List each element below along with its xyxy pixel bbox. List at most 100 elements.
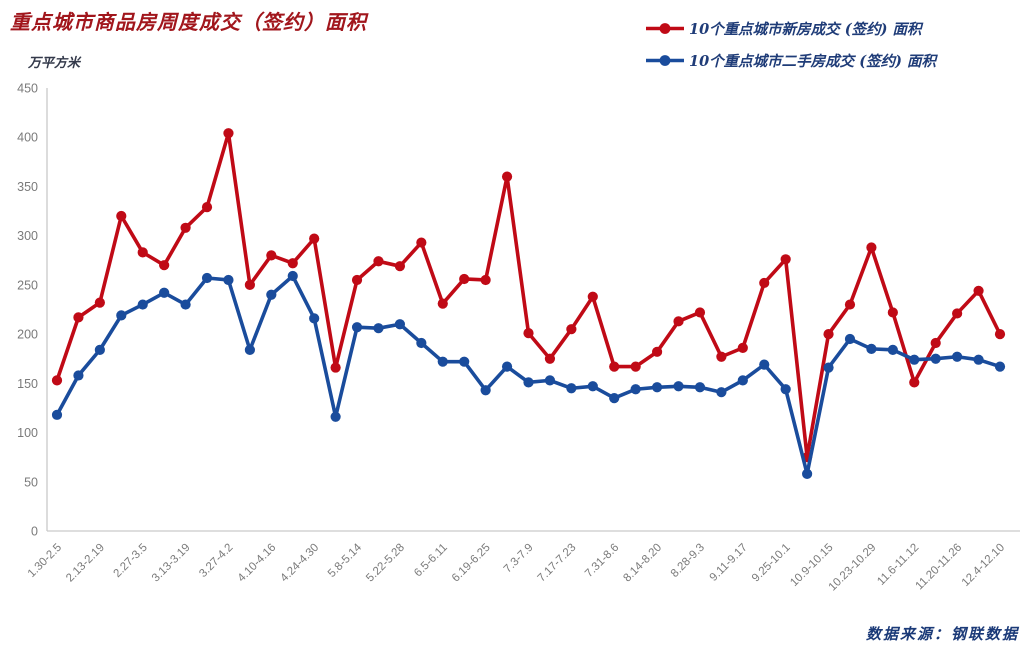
data-point-new-homes (866, 242, 877, 253)
data-point-second-hand (287, 270, 298, 282)
chart-title: 重点城市商品房周度成交（签约）面积 (10, 10, 367, 34)
x-axis-tick-label: 11.20-11.26 (914, 542, 965, 593)
data-point-new-homes (480, 274, 491, 286)
data-point-second-hand (544, 375, 556, 386)
data-point-second-hand (694, 382, 706, 393)
data-point-new-homes (437, 298, 448, 309)
y-axis-tick-label: 0 (31, 525, 38, 539)
data-point-new-homes (266, 250, 277, 261)
data-point-second-hand (609, 393, 620, 404)
data-point-new-homes (523, 328, 534, 339)
x-axis-tick-label: 9.25-10.1 (750, 542, 793, 585)
data-point-new-homes (394, 261, 406, 272)
x-axis-tick-label: 3.27-4.2 (197, 542, 235, 580)
data-point-second-hand (737, 375, 748, 386)
data-point-new-homes (780, 254, 791, 265)
data-point-second-hand (480, 385, 491, 396)
data-point-new-homes (630, 361, 641, 372)
data-point-second-hand (866, 343, 877, 354)
data-point-new-homes (94, 297, 105, 308)
x-axis-tick-label: 3.13-3.19 (150, 542, 193, 585)
data-point-second-hand (759, 359, 770, 370)
data-point-new-homes (201, 202, 213, 213)
y-axis-tick-label: 400 (17, 131, 38, 145)
data-point-new-homes (244, 279, 255, 290)
data-point-second-hand (909, 354, 920, 365)
data-point-new-homes (73, 312, 84, 323)
data-point-new-homes (909, 377, 920, 388)
data-point-second-hand (373, 323, 384, 334)
y-axis-tick-label: 200 (17, 328, 38, 342)
data-point-second-hand (651, 382, 663, 393)
x-axis-tick-label: 6.5-6.11 (412, 542, 450, 580)
data-point-second-hand (351, 322, 363, 333)
data-point-second-hand (587, 381, 598, 392)
data-point-new-homes (116, 210, 127, 222)
data-point-new-homes (973, 285, 984, 296)
legend-item-new-homes: 10个重点城市新房成交 (签约) 面积 (645, 18, 936, 39)
legend: 10个重点城市新房成交 (签约) 面积 10个重点城市二手房成交 (签约) 面积 (645, 18, 936, 71)
data-point-new-homes (223, 128, 234, 139)
data-point-new-homes (737, 342, 748, 353)
data-point-new-homes (952, 308, 963, 319)
data-point-second-hand (844, 333, 856, 345)
y-axis-tick-label: 300 (17, 229, 38, 243)
data-point-new-homes (459, 273, 470, 285)
data-point-second-hand (887, 344, 898, 355)
x-axis-tick-label: 7.31-8.6 (583, 542, 621, 580)
data-point-new-homes (287, 258, 298, 269)
data-point-new-homes (716, 351, 727, 362)
series-line-second-hand (55, 274, 1002, 476)
legend-item-second-hand: 10个重点城市二手房成交 (签约) 面积 (645, 50, 936, 71)
x-axis-tick-label: 12.4-12.10 (960, 542, 1007, 589)
data-point-new-homes (566, 324, 577, 335)
data-point-second-hand (566, 383, 577, 394)
data-point-new-homes (351, 274, 363, 286)
data-point-second-hand (180, 299, 191, 310)
data-point-second-hand (780, 384, 791, 395)
data-source-note: 数据来源：钢联数据 (865, 625, 1019, 643)
data-point-new-homes (416, 237, 427, 248)
data-point-second-hand (973, 354, 984, 365)
legend-label-new-homes: 10个重点城市新房成交 (签约) 面积 (689, 21, 922, 38)
data-point-second-hand (501, 361, 513, 372)
x-axis-tick-label: 6.19-6.25 (450, 542, 493, 585)
data-point-second-hand (330, 411, 341, 422)
data-point-second-hand (223, 274, 234, 286)
data-point-second-hand (630, 384, 641, 395)
data-point-second-hand (51, 409, 63, 420)
data-point-second-hand (394, 319, 406, 330)
data-point-second-hand (159, 287, 170, 298)
data-point-second-hand (716, 387, 727, 398)
y-axis-tick-label: 100 (17, 426, 38, 440)
data-point-new-homes (930, 337, 941, 349)
x-axis-tick-label: 7.17-7.23 (536, 542, 579, 585)
data-point-new-homes (501, 171, 513, 182)
data-point-new-homes (887, 307, 898, 318)
data-point-new-homes (309, 233, 320, 244)
data-point-new-homes (694, 307, 706, 318)
data-point-second-hand (137, 299, 148, 310)
x-axis-tick-label: 9.11-9.17 (708, 542, 750, 584)
data-point-new-homes (137, 247, 148, 258)
y-axis-tick-label: 450 (17, 82, 38, 96)
legend-marker-second-hand-icon (646, 55, 684, 66)
data-point-second-hand (437, 356, 448, 367)
legend-marker-new-homes-icon (646, 23, 684, 34)
data-point-second-hand (309, 313, 320, 324)
data-point-second-hand (73, 370, 84, 381)
data-point-second-hand (201, 272, 213, 284)
data-point-new-homes (823, 329, 834, 340)
x-axis-tick-label: 2.13-2.19 (64, 542, 107, 585)
x-axis-tick-label: 4.24-4.30 (278, 542, 321, 585)
data-point-new-homes (51, 375, 63, 386)
data-point-new-homes (759, 277, 770, 289)
data-point-second-hand (116, 310, 127, 321)
data-point-new-homes (330, 362, 341, 373)
x-axis-tick-label: 8.28-9.3 (669, 542, 707, 580)
data-point-second-hand (416, 337, 427, 349)
x-axis-tick-label: 11.6-11.12 (875, 542, 921, 588)
data-point-new-homes (544, 353, 556, 364)
